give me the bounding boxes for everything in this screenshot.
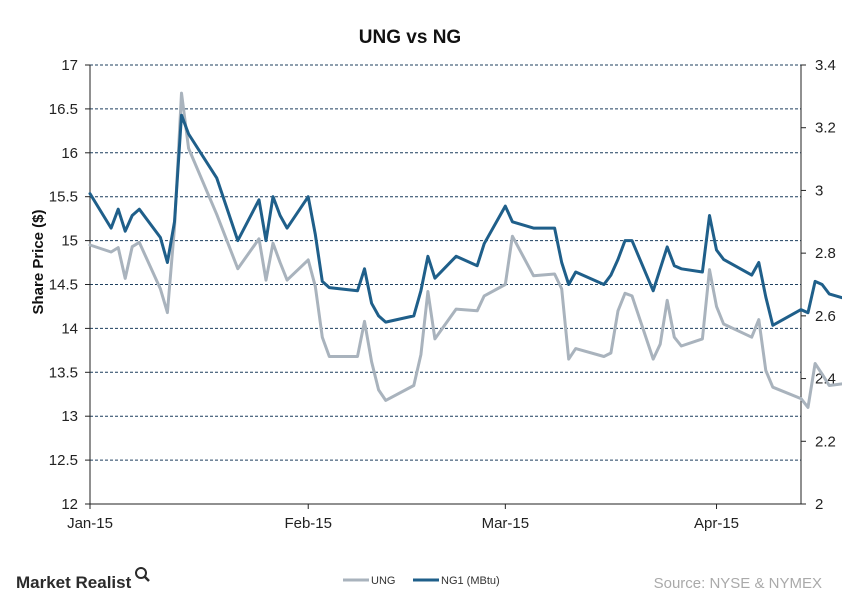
right-tick-label: 2.8 <box>815 245 836 262</box>
right-tick-label: 2.2 <box>815 433 836 450</box>
left-tick-label: 16 <box>61 145 78 162</box>
right-tick-label: 3.2 <box>815 120 836 137</box>
gridlines <box>90 64 801 461</box>
left-tick-label: 13.5 <box>49 364 78 381</box>
x-tick-label: Jan-15 <box>67 515 113 532</box>
left-tick-label: 12 <box>61 496 78 513</box>
left-tick-label: 12.5 <box>49 452 78 469</box>
right-tick-label: 3.4 <box>815 57 836 74</box>
right-tick-label: 2 <box>815 496 823 513</box>
left-tick-label: 13 <box>61 408 78 425</box>
right-axis-ticks: 22.22.42.62.833.23.4 <box>801 57 836 513</box>
x-tick-label: Mar-15 <box>482 515 530 532</box>
magnifier-icon <box>135 567 150 582</box>
series-line-ung <box>88 91 842 409</box>
left-tick-label: 15 <box>61 233 78 250</box>
right-tick-label: 2.6 <box>815 308 836 325</box>
legend-label: UNG <box>371 575 395 587</box>
brand-logo: Market Realist <box>16 567 150 592</box>
series-layer <box>88 91 842 409</box>
x-tick-label: Feb-15 <box>284 515 332 532</box>
source-note: Source: NYSE & NYMEX <box>654 575 822 592</box>
left-tick-label: 14.5 <box>49 277 78 294</box>
series-line-ng1 <box>88 113 842 327</box>
left-tick-label: 17 <box>61 57 78 74</box>
brand-name: Market Realist <box>16 573 132 592</box>
right-tick-label: 3 <box>815 182 823 199</box>
left-tick-label: 15.5 <box>49 189 78 206</box>
left-axis-ticks: 12 12.5 13 13.5 14 14.5 15 15.5 16 16.5 17 <box>49 57 90 513</box>
left-tick-label: 16.5 <box>49 101 78 118</box>
left-tick-label: 14 <box>61 320 78 337</box>
x-tick-label: Apr-15 <box>694 515 739 532</box>
x-axis-ticks: Jan-15 Feb-15 Mar-15 Apr-15 <box>67 504 739 532</box>
legend-label: NG1 (MBtu) <box>441 575 500 587</box>
chart-title: UNG vs NG <box>359 27 461 48</box>
legend: UNG NG1 (MBtu) <box>343 575 500 587</box>
y-axis-label: Share Price ($) <box>30 209 47 314</box>
